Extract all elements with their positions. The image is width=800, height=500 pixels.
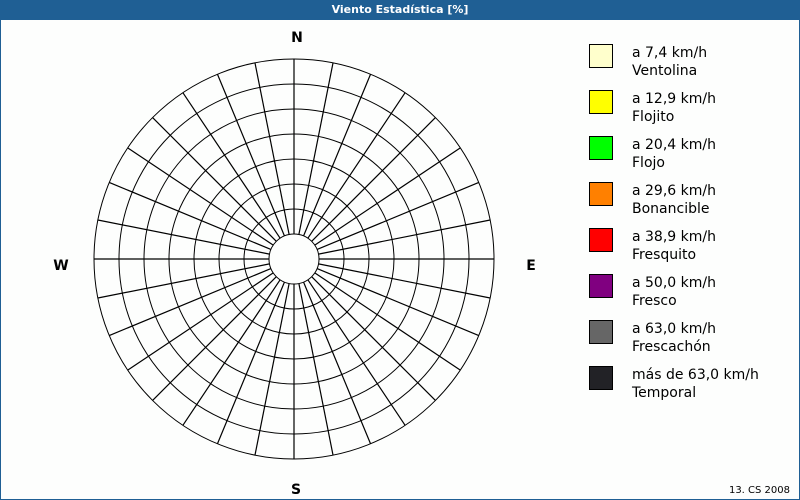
grid-spoke	[216, 281, 285, 445]
footer-credit: 13. CS 2008	[728, 485, 790, 496]
direction-w: W	[53, 258, 68, 274]
legend-name: Fresquito	[632, 247, 697, 263]
legend-swatch	[589, 44, 613, 68]
direction-n: N	[291, 30, 303, 46]
grid-spoke	[254, 283, 290, 456]
legend-range: más de 63,0 km/h	[632, 367, 759, 383]
grid-spoke	[182, 279, 281, 426]
chart-title: Viento Estadística [%]	[0, 0, 800, 20]
legend-name: Flojito	[632, 109, 675, 125]
grid-spoke	[307, 279, 406, 426]
legend-range: a 12,9 km/h	[632, 91, 716, 107]
legend-name: Temporal	[632, 385, 697, 401]
grid-spoke	[318, 219, 491, 255]
legend-name: Fresco	[632, 293, 677, 309]
grid-spoke	[298, 283, 334, 456]
legend-name: Bonancible	[632, 201, 710, 217]
legend-swatch	[589, 274, 613, 298]
grid-spoke	[318, 263, 491, 299]
legend-range: a 50,0 km/h	[632, 275, 716, 291]
grid-spoke	[216, 73, 285, 237]
grid-spoke	[152, 276, 277, 401]
legend-name: Flojo	[632, 155, 665, 171]
grid-spoke	[303, 73, 372, 237]
grid-spoke	[316, 181, 480, 250]
grid-spoke	[311, 276, 436, 401]
direction-e: E	[526, 258, 536, 274]
grid-spoke	[254, 62, 290, 235]
legend-name: Ventolina	[632, 63, 698, 79]
grid-spoke	[316, 268, 480, 337]
legend-range: a 7,4 km/h	[632, 45, 708, 61]
grid-spoke	[127, 147, 274, 246]
grid-spoke	[314, 147, 461, 246]
legend-range: a 29,6 km/h	[632, 183, 716, 199]
legend-range: a 20,4 km/h	[632, 137, 716, 153]
grid-spoke	[127, 272, 274, 371]
legend-swatch	[589, 182, 613, 206]
grid-spoke	[307, 92, 406, 239]
grid-spoke	[182, 92, 281, 239]
legend-name: Frescachón	[632, 339, 711, 355]
legend-swatch	[589, 366, 613, 390]
legend-range: a 63,0 km/h	[632, 321, 716, 337]
polar-grid	[93, 58, 495, 460]
grid-spoke	[108, 268, 272, 337]
legend-swatch	[589, 228, 613, 252]
grid-spoke	[303, 281, 372, 445]
grid-ring	[268, 233, 320, 285]
grid-spoke	[108, 181, 272, 250]
grid-spoke	[314, 272, 461, 371]
legend-swatch	[589, 90, 613, 114]
legend-swatch	[589, 320, 613, 344]
legend-range: a 38,9 km/h	[632, 229, 716, 245]
grid-spoke	[152, 117, 277, 242]
grid-spoke	[97, 219, 270, 255]
grid-spoke	[97, 263, 270, 299]
legend-swatch	[589, 136, 613, 160]
grid-spoke	[298, 62, 334, 235]
grid-spoke	[311, 117, 436, 242]
direction-s: S	[291, 482, 301, 498]
